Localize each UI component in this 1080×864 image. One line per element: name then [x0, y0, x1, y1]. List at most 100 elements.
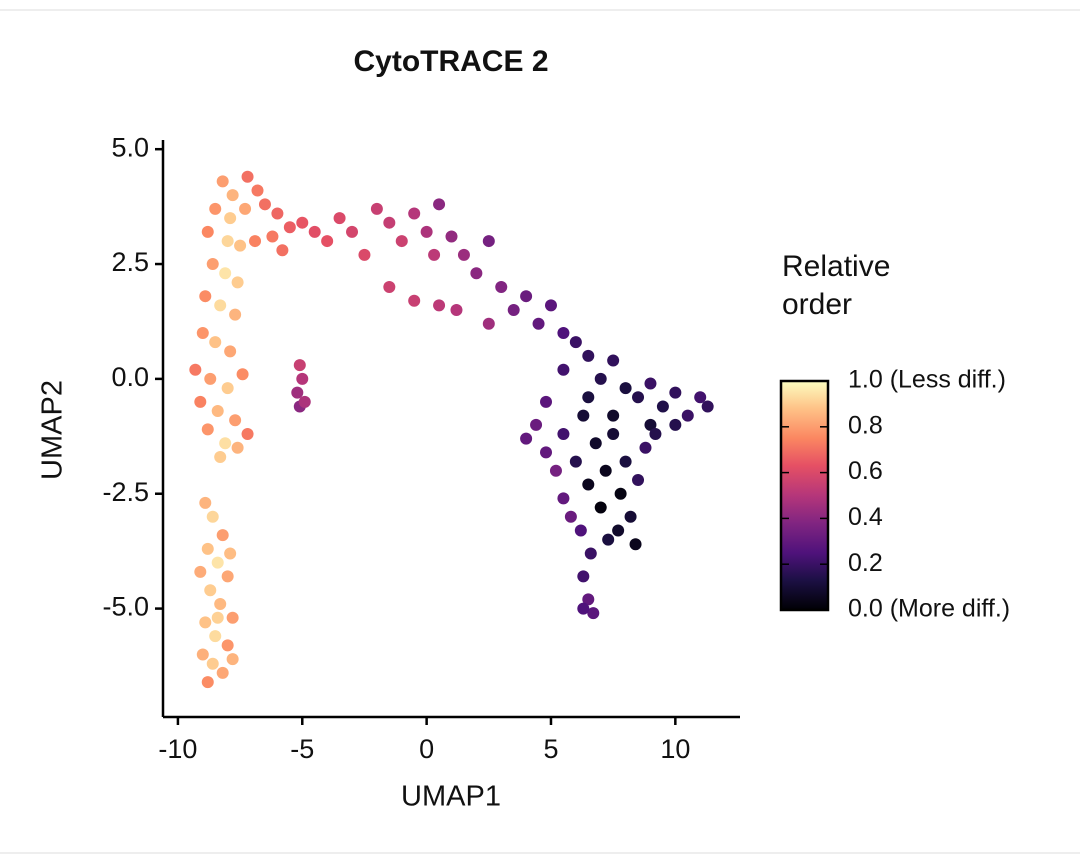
point: [201, 423, 214, 436]
point: [293, 359, 306, 372]
point: [656, 400, 669, 413]
point: [557, 326, 570, 339]
point: [221, 639, 234, 652]
point: [296, 372, 309, 385]
point: [231, 276, 244, 289]
point: [544, 299, 557, 312]
point: [206, 657, 219, 670]
point: [530, 418, 543, 431]
point: [206, 510, 219, 523]
point: [321, 235, 334, 248]
point: [532, 317, 545, 330]
point: [383, 281, 396, 294]
point: [607, 428, 620, 441]
point: [229, 414, 242, 427]
point: [283, 221, 296, 234]
point: [204, 372, 217, 385]
chart-title: CytoTRACE 2: [353, 45, 548, 78]
point: [669, 386, 682, 399]
point: [594, 501, 607, 514]
point: [226, 611, 239, 624]
point: [577, 570, 590, 583]
colorbar-tick-label: 0.6: [848, 457, 883, 485]
point: [589, 437, 602, 450]
colorbar-tick-label: 1.0 (Less diff.): [848, 366, 1006, 394]
point: [564, 510, 577, 523]
point: [308, 225, 321, 238]
point: [450, 303, 463, 316]
colorbar-tick-label: 0.4: [848, 503, 883, 531]
point: [231, 441, 244, 454]
point: [241, 170, 254, 183]
point: [549, 464, 562, 477]
x-tick-label: -10: [158, 734, 197, 764]
point: [224, 212, 237, 225]
point: [507, 303, 520, 316]
point: [201, 225, 214, 238]
point: [520, 290, 533, 303]
point: [226, 189, 239, 202]
point: [211, 611, 224, 624]
point: [470, 267, 483, 280]
colorbar-tick-label: 0.2: [848, 549, 883, 577]
point: [383, 216, 396, 229]
point: [239, 202, 252, 215]
point: [196, 326, 209, 339]
point: [224, 547, 237, 560]
point: [206, 258, 219, 271]
y-tick-label: 0.0: [111, 362, 149, 392]
point: [557, 363, 570, 376]
x-tick-label: 10: [660, 734, 690, 764]
point: [346, 225, 359, 238]
point: [607, 354, 620, 367]
point: [482, 317, 495, 330]
point: [291, 386, 304, 399]
point: [296, 216, 309, 229]
point: [333, 212, 346, 225]
colorbar-title: order: [782, 288, 852, 321]
colorbar-title: Relative: [782, 250, 890, 283]
point: [694, 391, 707, 404]
point: [199, 290, 212, 303]
colorbar-tick-label: 0.8: [848, 411, 883, 439]
point: [204, 584, 217, 597]
point: [194, 565, 207, 578]
point: [433, 299, 446, 312]
point: [557, 492, 570, 505]
point: [594, 372, 607, 385]
point: [582, 349, 595, 362]
point: [681, 409, 694, 422]
point: [219, 267, 232, 280]
x-axis-label: UMAP1: [401, 781, 501, 813]
point: [194, 395, 207, 408]
point: [234, 239, 247, 252]
point: [236, 368, 249, 381]
point: [669, 418, 682, 431]
point: [209, 336, 222, 349]
point: [241, 428, 254, 441]
point: [226, 653, 239, 666]
point: [557, 428, 570, 441]
point: [251, 184, 264, 197]
point: [649, 428, 662, 441]
point: [201, 676, 214, 689]
point: [569, 336, 582, 349]
point: [209, 630, 222, 643]
point: [211, 556, 224, 569]
point: [276, 244, 289, 257]
point: [599, 464, 612, 477]
point: [214, 450, 227, 463]
point: [457, 248, 470, 261]
point: [644, 418, 657, 431]
point: [445, 230, 458, 243]
x-tick-label: -5: [290, 734, 314, 764]
point: [221, 382, 234, 395]
x-tick-label: 5: [543, 734, 558, 764]
point: [219, 437, 232, 450]
point: [216, 666, 229, 679]
point: [216, 175, 229, 188]
point: [495, 281, 508, 294]
point: [574, 524, 587, 537]
point: [644, 377, 657, 390]
